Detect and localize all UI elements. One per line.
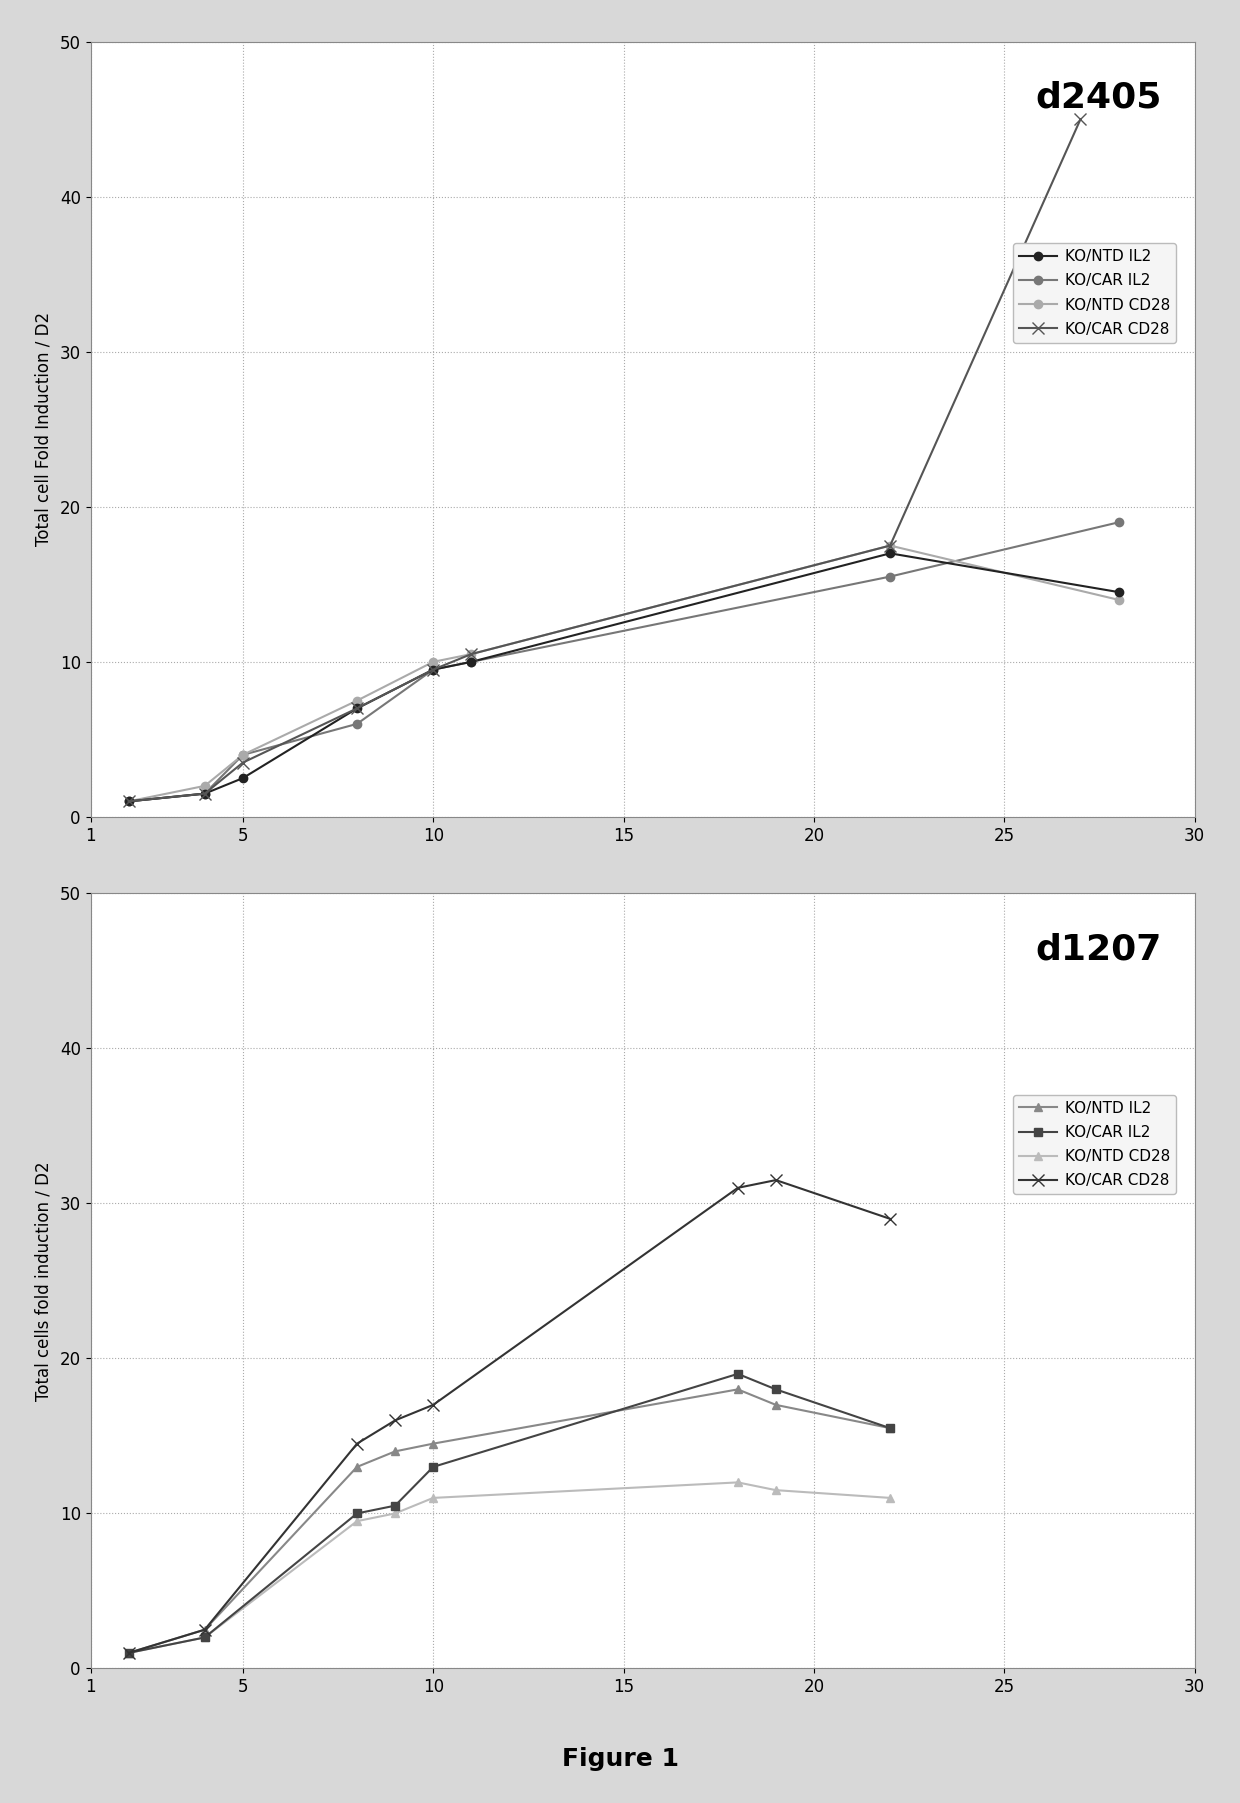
KO/NTD IL2 xyxy=(236,768,250,790)
KO/CAR CD28 xyxy=(197,1619,212,1641)
KO/CAR IL2 xyxy=(350,1502,365,1524)
Text: d1207: d1207 xyxy=(1035,932,1162,966)
KO/NTD IL2 xyxy=(730,1379,745,1401)
KO/CAR IL2 xyxy=(236,745,250,766)
KO/NTD IL2 xyxy=(883,543,898,564)
KO/CAR IL2 xyxy=(425,1457,440,1478)
KO/CAR IL2 xyxy=(122,790,136,811)
KO/CAR CD28 xyxy=(425,1394,440,1415)
KO/CAR CD28 xyxy=(883,1208,898,1230)
KO/CAR IL2 xyxy=(1111,512,1126,534)
KO/NTD IL2 xyxy=(350,1457,365,1478)
KO/CAR IL2 xyxy=(464,651,479,673)
KO/CAR CD28 xyxy=(122,790,136,811)
KO/CAR IL2 xyxy=(197,783,212,804)
KO/NTD CD28 xyxy=(122,1643,136,1664)
KO/NTD CD28 xyxy=(883,535,898,557)
KO/CAR CD28 xyxy=(122,1643,136,1664)
Line: KO/NTD CD28: KO/NTD CD28 xyxy=(124,1478,894,1657)
Text: Figure 1: Figure 1 xyxy=(562,1747,678,1771)
KO/CAR CD28 xyxy=(883,535,898,557)
KO/NTD CD28 xyxy=(769,1478,784,1500)
KO/NTD CD28 xyxy=(1111,590,1126,611)
KO/NTD CD28 xyxy=(350,691,365,712)
KO/NTD IL2 xyxy=(350,698,365,719)
KO/CAR IL2 xyxy=(197,1626,212,1648)
KO/CAR CD28 xyxy=(425,658,440,680)
KO/NTD CD28 xyxy=(122,790,136,811)
KO/CAR CD28 xyxy=(350,1433,365,1455)
KO/CAR IL2 xyxy=(769,1379,784,1401)
KO/NTD CD28 xyxy=(883,1487,898,1509)
KO/NTD CD28 xyxy=(464,644,479,665)
Line: KO/NTD CD28: KO/NTD CD28 xyxy=(124,541,1122,806)
KO/CAR CD28 xyxy=(197,783,212,804)
KO/CAR IL2 xyxy=(883,1417,898,1439)
KO/NTD IL2 xyxy=(197,1619,212,1641)
KO/NTD IL2 xyxy=(883,1417,898,1439)
KO/NTD IL2 xyxy=(122,1643,136,1664)
KO/CAR CD28 xyxy=(350,698,365,719)
KO/NTD IL2 xyxy=(425,658,440,680)
KO/NTD IL2 xyxy=(388,1441,403,1462)
KO/CAR CD28 xyxy=(730,1177,745,1199)
KO/CAR IL2 xyxy=(883,566,898,588)
KO/CAR IL2 xyxy=(388,1495,403,1516)
Line: KO/CAR IL2: KO/CAR IL2 xyxy=(124,1370,894,1657)
KO/CAR CD28 xyxy=(236,752,250,773)
Line: KO/NTD IL2: KO/NTD IL2 xyxy=(124,1385,894,1657)
Line: KO/NTD IL2: KO/NTD IL2 xyxy=(124,550,1122,806)
KO/NTD IL2 xyxy=(769,1394,784,1415)
KO/NTD IL2 xyxy=(1111,581,1126,602)
Text: d2405: d2405 xyxy=(1035,81,1162,114)
KO/CAR IL2 xyxy=(122,1643,136,1664)
KO/CAR CD28 xyxy=(1073,108,1087,130)
KO/NTD CD28 xyxy=(236,745,250,766)
Legend: KO/NTD IL2, KO/CAR IL2, KO/NTD CD28, KO/CAR CD28: KO/NTD IL2, KO/CAR IL2, KO/NTD CD28, KO/… xyxy=(1013,1094,1176,1194)
KO/CAR CD28 xyxy=(464,644,479,665)
KO/NTD CD28 xyxy=(197,775,212,797)
KO/NTD IL2 xyxy=(464,651,479,673)
KO/NTD CD28 xyxy=(197,1626,212,1648)
KO/NTD CD28 xyxy=(350,1511,365,1533)
KO/NTD CD28 xyxy=(730,1471,745,1493)
Y-axis label: Total cell Fold Induction / D2: Total cell Fold Induction / D2 xyxy=(35,312,53,546)
KO/NTD IL2 xyxy=(122,790,136,811)
Y-axis label: Total cells fold induction / D2: Total cells fold induction / D2 xyxy=(35,1161,53,1401)
KO/CAR CD28 xyxy=(388,1410,403,1432)
KO/CAR IL2 xyxy=(350,712,365,734)
KO/NTD CD28 xyxy=(425,1487,440,1509)
KO/NTD IL2 xyxy=(425,1433,440,1455)
KO/NTD CD28 xyxy=(388,1502,403,1524)
Line: KO/CAR CD28: KO/CAR CD28 xyxy=(123,114,1086,808)
KO/NTD CD28 xyxy=(425,651,440,673)
KO/CAR IL2 xyxy=(730,1363,745,1385)
Legend: KO/NTD IL2, KO/CAR IL2, KO/NTD CD28, KO/CAR CD28: KO/NTD IL2, KO/CAR IL2, KO/NTD CD28, KO/… xyxy=(1013,243,1176,343)
KO/CAR IL2 xyxy=(425,658,440,680)
KO/CAR CD28 xyxy=(769,1170,784,1192)
KO/NTD IL2 xyxy=(197,783,212,804)
Line: KO/CAR IL2: KO/CAR IL2 xyxy=(124,517,1122,806)
Line: KO/CAR CD28: KO/CAR CD28 xyxy=(123,1174,895,1659)
